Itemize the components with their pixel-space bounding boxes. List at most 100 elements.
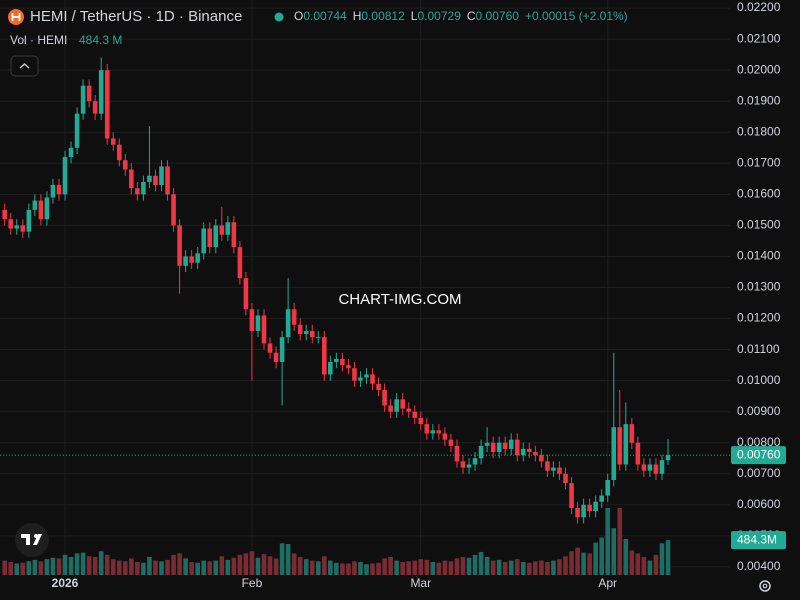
candle-body <box>340 358 345 366</box>
candle-body <box>116 144 122 161</box>
volume-bar <box>647 560 653 575</box>
volume-bar <box>14 563 20 575</box>
symbol-logo-mark <box>11 13 21 21</box>
y-tick-label: 0.01100 <box>737 342 780 356</box>
volume-bar <box>255 557 261 575</box>
volume-bar <box>587 553 592 575</box>
ohlc-legend: O0.00744 H0.00812 L0.00729 C0.00760 +0.00015… <box>294 9 628 23</box>
volume-bar <box>135 562 140 575</box>
volume-bar <box>273 558 279 575</box>
candle-body <box>623 424 629 465</box>
tv-logo <box>15 523 49 557</box>
candle-body <box>129 169 134 189</box>
candle-body <box>213 225 219 248</box>
collapse-button[interactable] <box>10 55 39 77</box>
y-tick-label: 0.00600 <box>737 497 781 511</box>
l-label: L <box>411 9 418 23</box>
volume-bar <box>104 554 110 575</box>
volume-bar <box>400 562 405 575</box>
candle-body <box>328 362 333 375</box>
candle-body <box>442 433 448 440</box>
volume-bar <box>243 553 249 575</box>
candle-body <box>611 427 617 480</box>
candle-body <box>508 439 514 449</box>
volume-bar <box>201 560 207 575</box>
y-tick-label: 0.01000 <box>737 373 781 387</box>
volume-bar <box>346 563 351 575</box>
candle-body <box>496 442 502 453</box>
candle-body <box>376 383 381 390</box>
candle-body <box>641 464 647 471</box>
volume-bar <box>267 556 273 575</box>
candle-body <box>2 209 8 220</box>
candle-body <box>68 147 74 158</box>
candle-body <box>635 442 641 465</box>
y-tick-label: 0.01700 <box>737 155 781 169</box>
volume-bar <box>448 561 454 575</box>
volume-bar <box>376 562 381 575</box>
candle-body <box>165 166 170 195</box>
candle-body <box>605 479 611 496</box>
volume-bar <box>629 550 635 575</box>
c-label: C <box>467 9 476 23</box>
volume-bar <box>249 551 255 575</box>
o-label: O <box>294 9 303 23</box>
candle-body <box>545 461 550 471</box>
settings-icon[interactable] <box>759 580 771 592</box>
x-tick-label: Apr <box>598 576 617 590</box>
x-tick-label: Mar <box>410 576 431 590</box>
volume-bar <box>20 562 26 575</box>
volume-title: Vol · HEMI <box>10 33 67 47</box>
candle-body <box>533 452 538 456</box>
volume-bar <box>611 528 617 575</box>
volume-bar <box>315 561 321 575</box>
volume-bar <box>563 556 568 575</box>
y-tick-label: 0.02200 <box>737 0 781 14</box>
volume-bar <box>527 562 532 575</box>
volume-bar <box>569 551 574 575</box>
candle-body <box>448 439 454 446</box>
volume-bar <box>545 562 550 575</box>
candle-body <box>436 430 442 434</box>
volume-bar <box>297 556 303 575</box>
candle-body <box>153 175 158 186</box>
candle-body <box>569 483 574 508</box>
candle-body <box>110 138 116 145</box>
volume-bar <box>279 543 285 575</box>
candle-body <box>472 458 478 465</box>
volume-label: 484.3M <box>737 532 777 546</box>
volume-bar <box>153 560 158 575</box>
candle-body <box>629 424 635 443</box>
candle-body <box>617 427 623 465</box>
volume-bar <box>225 559 231 575</box>
candle-body <box>14 225 20 229</box>
volume-bar <box>44 559 50 575</box>
candle-body <box>201 228 207 254</box>
collapse-icon <box>19 63 30 69</box>
volume-bar <box>394 560 399 575</box>
x-tick-label: 2026 <box>52 576 79 590</box>
volume-bar <box>219 556 225 575</box>
volume-bar <box>466 557 472 575</box>
volume-bar <box>322 556 327 575</box>
volume-bar <box>496 559 502 575</box>
candle-body <box>527 448 532 453</box>
volume-bar <box>207 561 213 575</box>
volume-bar <box>56 558 62 575</box>
volume-bar <box>68 556 74 575</box>
volume-bar <box>171 554 176 575</box>
volume-bar <box>436 562 442 575</box>
candle-body <box>460 461 466 468</box>
candle-body <box>424 424 430 434</box>
candle-body <box>352 368 357 381</box>
symbol-title: HEMI / TetherUS · 1D · Binance <box>30 8 242 25</box>
candle-body <box>86 85 92 102</box>
candle-body <box>219 225 225 235</box>
candle-body <box>394 399 399 412</box>
volume-bar <box>551 560 556 575</box>
candle-body <box>315 337 321 339</box>
volume-value: 484.3 M <box>79 33 122 47</box>
volume-bar <box>50 557 56 575</box>
